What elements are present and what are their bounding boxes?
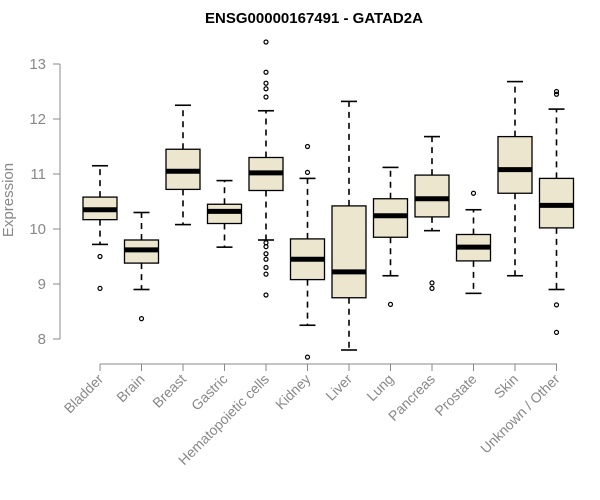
y-tick-label: 10	[29, 221, 46, 238]
box-group	[123, 211, 160, 322]
outlier-point	[263, 94, 269, 100]
outlier-point	[387, 301, 394, 307]
outlier-point	[553, 302, 560, 308]
outlier-point	[263, 271, 269, 277]
box-group	[82, 164, 118, 291]
x-tick-label: Brain	[113, 371, 147, 405]
outlier-point	[553, 88, 560, 95]
box-group	[289, 143, 326, 360]
outlier-point	[263, 80, 269, 86]
x-tick-label: Liver	[322, 371, 355, 404]
x-tick-label: Prostate	[431, 371, 479, 419]
y-ticks: 8 9 10 11 12 13	[29, 56, 60, 348]
box-group	[414, 135, 450, 291]
outlier-point	[263, 292, 269, 298]
y-tick-label: 12	[29, 111, 46, 128]
outlier-point	[553, 91, 560, 97]
iqr-box	[331, 205, 367, 299]
outlier-point	[97, 253, 103, 260]
box-series	[82, 39, 575, 360]
outlier-point	[429, 285, 435, 291]
iqr-box	[497, 135, 533, 194]
box-group	[165, 104, 201, 226]
outlier-point	[304, 354, 311, 360]
box-group	[455, 190, 492, 295]
y-tick-label: 13	[29, 56, 46, 73]
chart-title: ENSG00000167491 - GATAD2A	[205, 10, 423, 27]
outlier-point	[263, 251, 269, 257]
y-tick-label: 8	[38, 331, 46, 348]
outlier-point	[304, 169, 311, 175]
outlier-point	[263, 69, 269, 75]
y-axis-label: Expression	[0, 163, 17, 237]
outlier-point	[263, 39, 269, 45]
x-tick-label: Kidney	[272, 371, 314, 413]
box-group	[497, 80, 533, 277]
outlier-point	[470, 190, 477, 196]
outlier-point	[138, 316, 145, 322]
outlier-point	[304, 143, 311, 150]
y-tick-label: 9	[38, 276, 46, 293]
iqr-box	[414, 174, 450, 218]
x-tick-label: Bladder	[61, 371, 107, 417]
box-group	[206, 179, 243, 248]
box-group	[538, 88, 575, 335]
outlier-point	[263, 86, 269, 92]
x-tick-label: Unknown / Other	[477, 371, 563, 457]
box-group	[331, 100, 367, 351]
y-tick-label: 11	[30, 166, 46, 183]
outlier-point	[553, 329, 560, 335]
outlier-point	[97, 285, 103, 291]
box-group	[248, 39, 284, 298]
outlier-point	[429, 280, 435, 286]
x-tick-label: Breast	[149, 371, 189, 411]
outlier-point	[263, 264, 269, 271]
x-tick-label: Skin	[491, 371, 522, 402]
x-tick-label: Lung	[363, 371, 396, 404]
box-group	[372, 166, 409, 307]
outlier-point	[263, 244, 269, 250]
outlier-point	[263, 256, 269, 262]
